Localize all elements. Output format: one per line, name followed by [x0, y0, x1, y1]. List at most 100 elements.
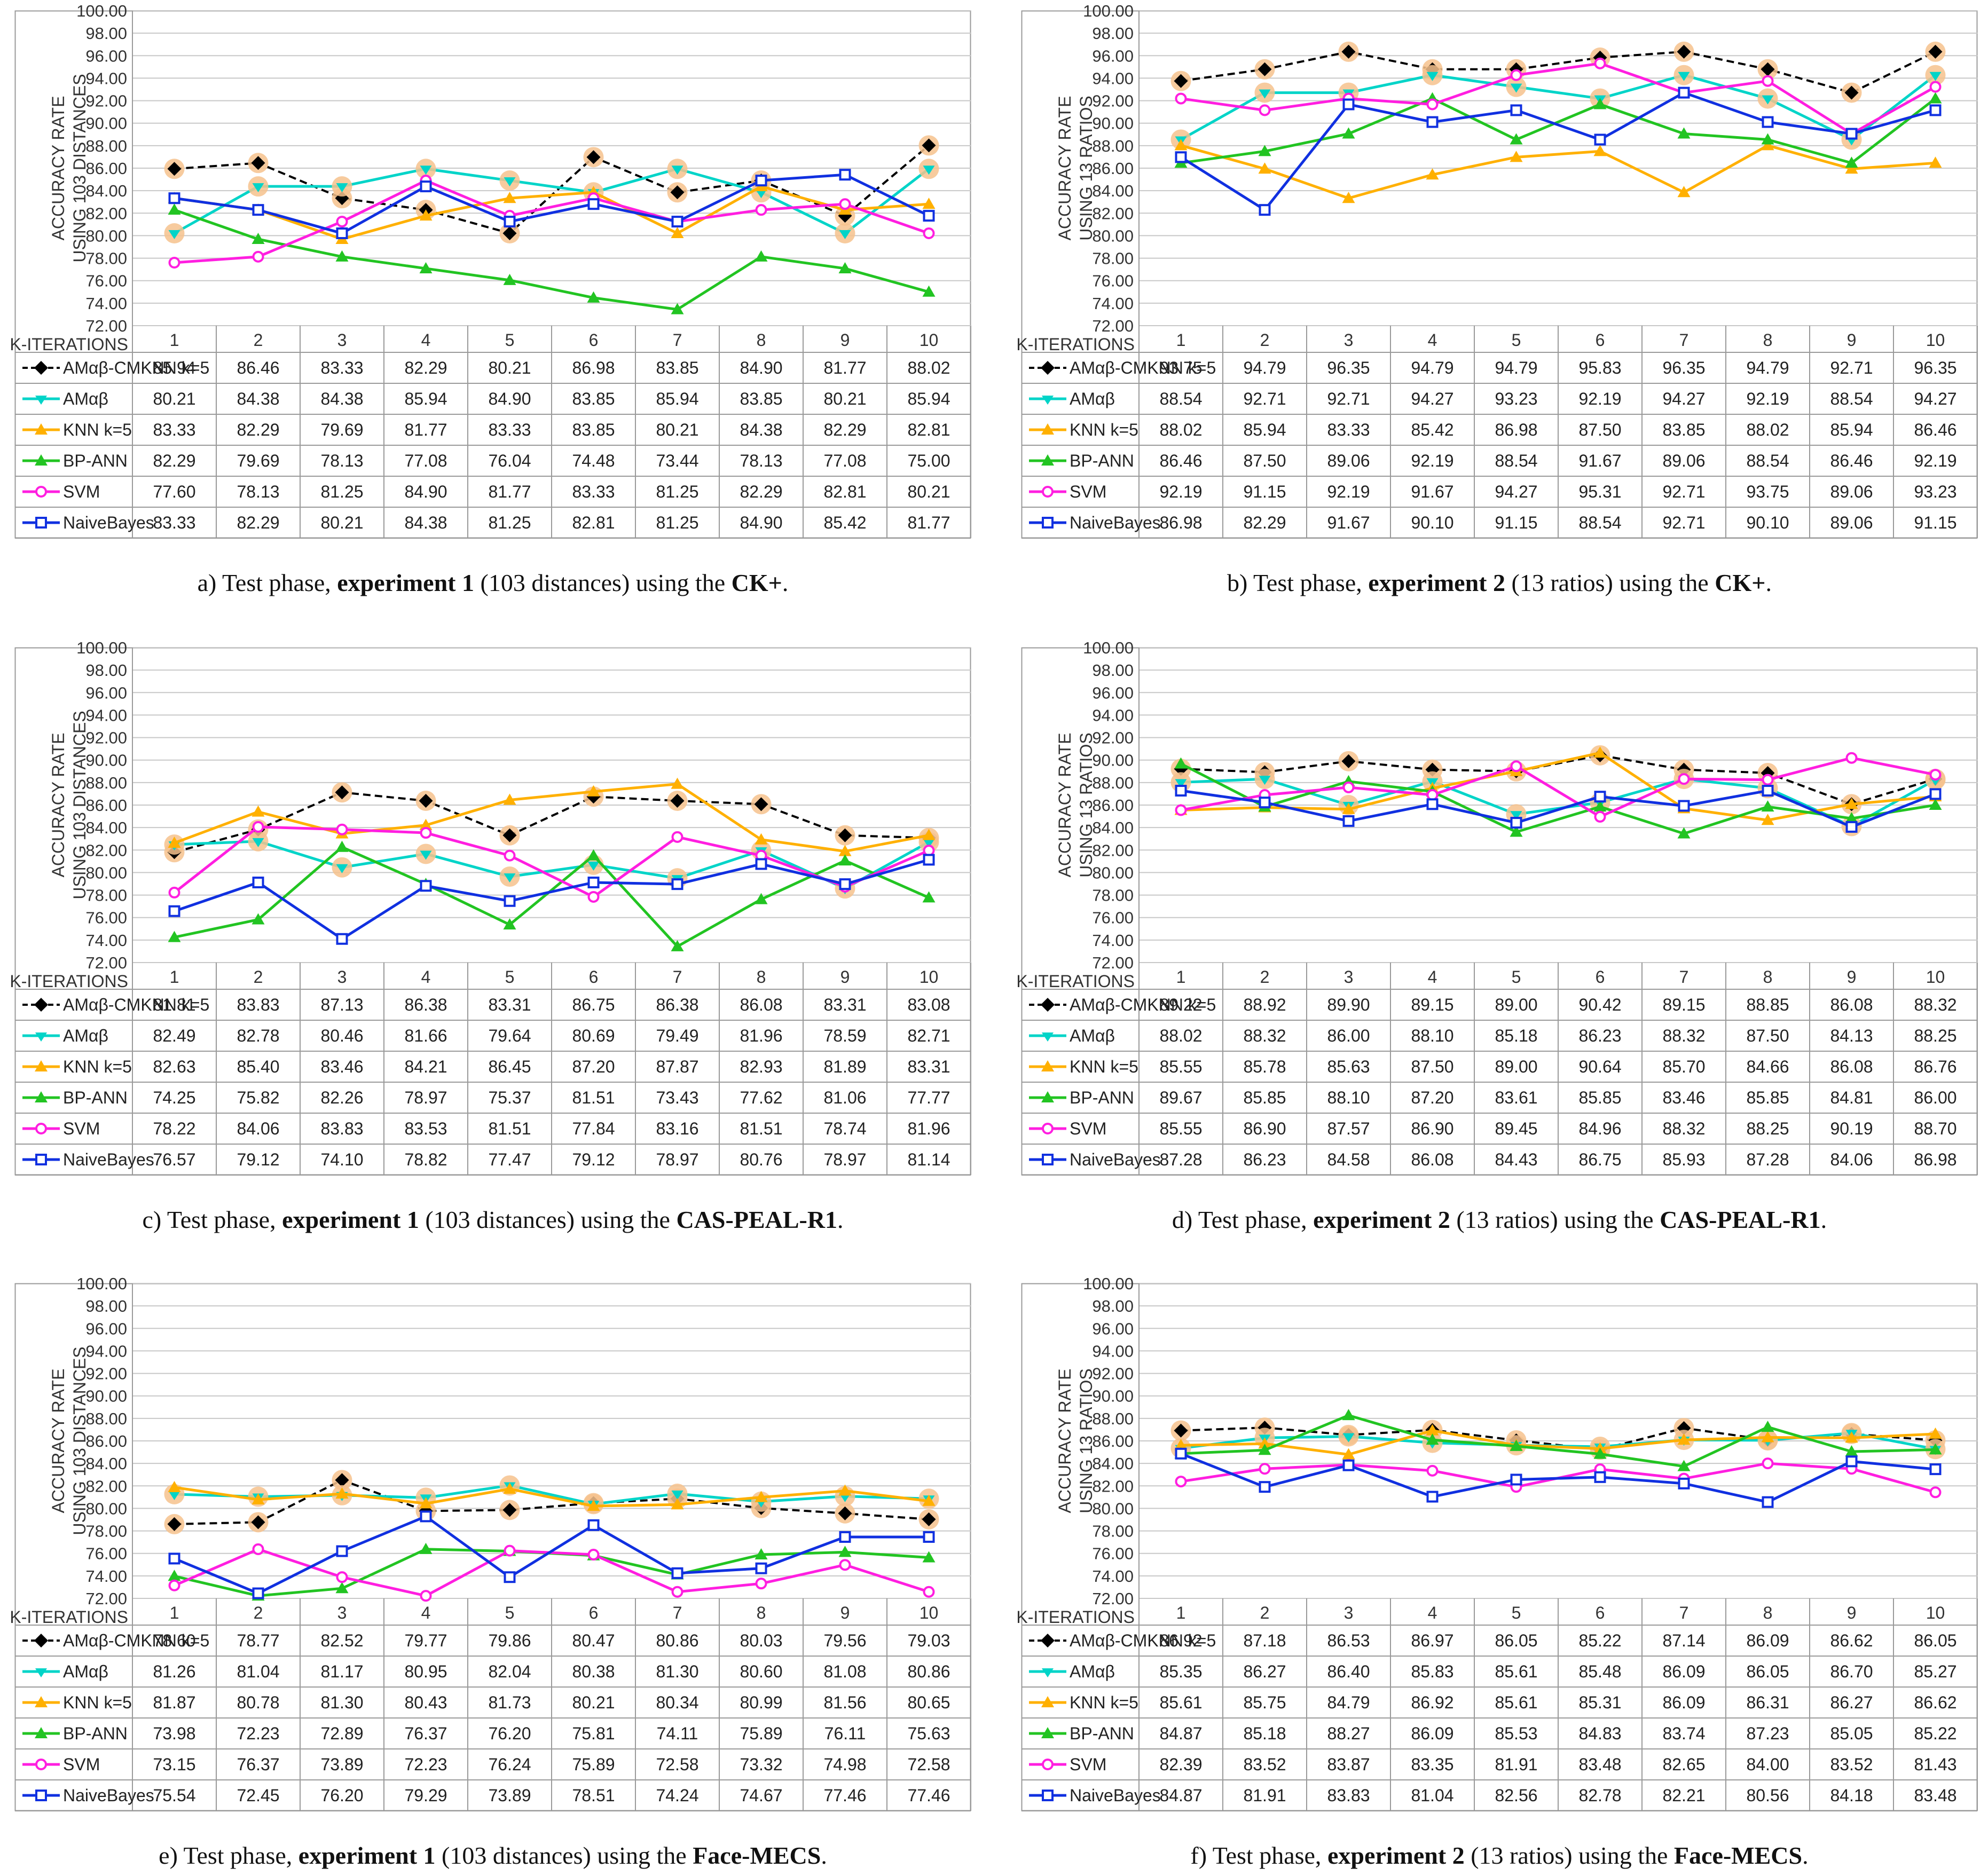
legend-label: BP-ANN: [1070, 1724, 1134, 1743]
data-label: 82.65: [1662, 1755, 1705, 1774]
y-tick-label: 96.00: [1092, 46, 1134, 65]
data-point: [1762, 774, 1774, 786]
data-point: [671, 1498, 684, 1510]
y-tick-label: 86.00: [1092, 796, 1134, 815]
data-label: 87.50: [1243, 451, 1286, 470]
caption-e: e) Test phase, experiment 1 (103 distanc…: [15, 1841, 971, 1870]
y-axis-title-line1: ACCURACY RATE: [1055, 733, 1074, 878]
data-label: 86.38: [404, 995, 447, 1014]
data-label: 77.60: [153, 482, 195, 501]
series-4: [168, 821, 935, 903]
data-label: 84.81: [1830, 1088, 1873, 1107]
data-point: [504, 1544, 516, 1557]
data-point: [1929, 156, 1942, 168]
data-label: 72.58: [656, 1755, 698, 1774]
legend-label: BP-ANN: [63, 1724, 128, 1743]
series-line: [174, 1515, 929, 1595]
data-label: 82.93: [740, 1057, 782, 1076]
y-tick-label: 98.00: [1092, 24, 1134, 43]
data-point: [1258, 145, 1271, 156]
data-point: [923, 227, 935, 240]
data-label: 85.42: [823, 513, 866, 532]
legend-row-1: AMαβ 88.54 92.71 92.71 94.27 93.23 92.19 94.27 9…: [1029, 389, 1957, 408]
data-label: 83.52: [1243, 1755, 1286, 1774]
data-label: 84.90: [404, 482, 447, 501]
x-tick-label: 9: [840, 1603, 850, 1622]
x-tick-label: 6: [589, 330, 599, 350]
data-label: 92.19: [1746, 389, 1789, 408]
data-label: 80.86: [907, 1662, 950, 1681]
y-tick-label: 74.00: [85, 1567, 127, 1586]
data-point: [923, 854, 935, 866]
data-point: [1929, 104, 1942, 116]
caption-experiment: experiment 1: [282, 1206, 419, 1233]
data-label: 85.75: [1243, 1693, 1286, 1712]
data-label: 82.29: [740, 482, 782, 501]
data-label: 81.87: [153, 1693, 195, 1712]
data-label: 85.61: [1495, 1662, 1537, 1681]
data-label: 73.44: [656, 451, 698, 470]
data-label: 86.09: [1662, 1693, 1705, 1712]
caption-suffix: .: [821, 1842, 827, 1869]
data-label: 78.97: [404, 1088, 447, 1107]
data-point: [1845, 812, 1858, 824]
y-tick-label: 80.00: [1092, 863, 1134, 882]
series-5: [1175, 86, 1942, 216]
caption-middle: (103 distances) using the: [419, 1206, 677, 1233]
data-label: 88.54: [1495, 451, 1537, 470]
data-point: [587, 1519, 600, 1531]
caption-experiment: experiment 2: [1313, 1206, 1450, 1233]
data-label: 86.31: [1746, 1693, 1789, 1712]
data-label: 83.61: [1495, 1088, 1537, 1107]
data-point: [671, 227, 684, 239]
data-point: [251, 156, 265, 170]
data-point: [1845, 798, 1858, 809]
y-tick-label: 86.00: [85, 796, 127, 815]
data-point: [1042, 1154, 1054, 1165]
data-point: [1426, 116, 1439, 128]
legend-label: NaiveBayes: [63, 513, 154, 532]
data-label: 92.19: [1327, 482, 1370, 501]
data-label: 86.46: [237, 358, 279, 377]
x-tick-label: 10: [920, 1603, 939, 1622]
data-point: [1041, 1060, 1054, 1071]
data-point: [587, 785, 600, 797]
data-point: [419, 1497, 433, 1509]
series-line: [174, 1486, 929, 1508]
x-tick-label: 9: [840, 967, 850, 987]
data-label: 76.11: [824, 1724, 866, 1743]
data-point: [1761, 1431, 1774, 1443]
y-tick-label: 92.00: [1092, 92, 1134, 111]
data-point: [1426, 1491, 1439, 1503]
data-label: 75.89: [572, 1755, 615, 1774]
data-label: 82.21: [1662, 1786, 1705, 1805]
data-label: 92.71: [1327, 389, 1370, 408]
data-label: 80.47: [572, 1631, 615, 1650]
data-label: 86.62: [1914, 1693, 1956, 1712]
x-tick-label: 2: [254, 967, 263, 987]
data-label: 94.79: [1411, 358, 1453, 377]
x-tick-label: 3: [1344, 1603, 1354, 1622]
caption-f: f) Test phase, experiment 2 (13 ratios) …: [1021, 1841, 1977, 1870]
series-line: [1181, 1429, 1936, 1456]
y-tick-label: 86.00: [85, 1432, 127, 1451]
data-label: 75.37: [488, 1088, 531, 1107]
data-point: [1929, 769, 1942, 781]
data-label: 81.77: [404, 420, 447, 439]
data-point: [35, 1759, 47, 1770]
data-point: [1678, 86, 1690, 99]
y-tick-label: 92.00: [85, 729, 127, 747]
data-label: 87.18: [1243, 1631, 1286, 1650]
data-label: 81.30: [320, 1693, 363, 1712]
data-label: 81.89: [823, 1057, 866, 1076]
data-point: [1762, 1457, 1774, 1470]
data-label: 85.61: [1159, 1693, 1202, 1712]
data-point: [1041, 1727, 1054, 1738]
data-label: 73.32: [740, 1755, 782, 1774]
data-label: 87.87: [656, 1057, 698, 1076]
data-label: 90.10: [1411, 513, 1453, 532]
data-label: 81.25: [656, 482, 698, 501]
data-point: [1258, 162, 1271, 174]
x-tick-label: 4: [421, 1603, 431, 1622]
x-tick-label: 3: [337, 330, 347, 350]
